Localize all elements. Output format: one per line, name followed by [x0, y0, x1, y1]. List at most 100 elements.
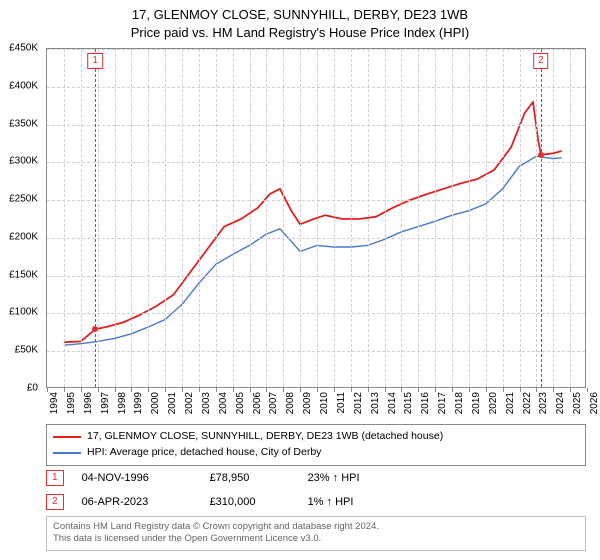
v-gridline [300, 49, 301, 387]
event-diff: 23% ↑ HPI [308, 472, 398, 484]
y-tick-label: £100K [9, 307, 38, 318]
x-tick [81, 388, 82, 392]
v-gridline [553, 49, 554, 387]
x-tick [469, 388, 470, 392]
x-tick-label: 2021 [505, 392, 516, 414]
plot-area: 12 [46, 48, 586, 388]
event-date: 04-NOV-1996 [82, 472, 192, 484]
v-gridline [131, 49, 132, 387]
chart-container: 17, GLENMOY CLOSE, SUNNYHILL, DERBY, DE2… [0, 0, 600, 560]
v-gridline [368, 49, 369, 387]
h-gridline [47, 238, 585, 239]
x-tick-label: 2005 [235, 392, 246, 414]
v-gridline [536, 49, 537, 387]
h-gridline [47, 87, 585, 88]
x-tick [368, 388, 369, 392]
x-tick-label: 2019 [471, 392, 482, 414]
v-gridline [452, 49, 453, 387]
x-tick [385, 388, 386, 392]
event-row: 1 04-NOV-1996 £78,950 23% ↑ HPI [46, 466, 586, 490]
x-tick [334, 388, 335, 392]
x-tick [182, 388, 183, 392]
x-tick-label: 2007 [268, 392, 279, 414]
event-badge: 1 [46, 470, 64, 486]
v-gridline [570, 49, 571, 387]
v-gridline [503, 49, 504, 387]
x-tick-label: 2001 [167, 392, 178, 414]
x-tick [503, 388, 504, 392]
x-tick-label: 2006 [252, 392, 263, 414]
x-tick [233, 388, 234, 392]
x-tick [351, 388, 352, 392]
footer-attribution: Contains HM Land Registry data © Crown c… [46, 516, 586, 551]
h-gridline [47, 351, 585, 352]
v-gridline [385, 49, 386, 387]
h-gridline [47, 276, 585, 277]
x-tick [47, 388, 48, 392]
v-gridline [182, 49, 183, 387]
v-gridline [334, 49, 335, 387]
event-row: 2 06-APR-2023 £310,000 1% ↑ HPI [46, 490, 586, 514]
x-tick-label: 2000 [150, 392, 161, 414]
x-tick-label: 2010 [319, 392, 330, 414]
x-tick-label: 2020 [488, 392, 499, 414]
legend-swatch-price [53, 436, 81, 438]
x-tick-label: 2012 [353, 392, 364, 414]
y-tick-label: £50K [15, 345, 38, 356]
x-tick [587, 388, 588, 392]
x-tick-label: 2022 [522, 392, 533, 414]
legend-swatch-hpi [53, 452, 81, 454]
x-tick-label: 2013 [370, 392, 381, 414]
event-marker [92, 326, 98, 332]
v-gridline [266, 49, 267, 387]
v-gridline [115, 49, 116, 387]
x-tick [250, 388, 251, 392]
x-tick [435, 388, 436, 392]
title-block: 17, GLENMOY CLOSE, SUNNYHILL, DERBY, DE2… [0, 0, 600, 42]
v-gridline [283, 49, 284, 387]
y-tick-label: £150K [9, 269, 38, 280]
y-tick-label: £300K [9, 156, 38, 167]
event-diff: 1% ↑ HPI [308, 496, 398, 508]
event-price: £78,950 [210, 472, 290, 484]
y-tick-label: £250K [9, 194, 38, 205]
x-tick [520, 388, 521, 392]
y-tick-label: £0 [27, 383, 38, 394]
legend-label-hpi: HPI: Average price, detached house, City… [87, 445, 321, 461]
v-gridline [165, 49, 166, 387]
series-line-hpi [64, 156, 562, 345]
x-tick-label: 1997 [100, 392, 111, 414]
series-line-price_paid [64, 102, 562, 342]
title-subtitle: Price paid vs. HM Land Registry's House … [0, 24, 600, 42]
v-gridline [148, 49, 149, 387]
x-tick [317, 388, 318, 392]
events-table: 1 04-NOV-1996 £78,950 23% ↑ HPI 2 06-APR… [46, 466, 586, 514]
event-date: 06-APR-2023 [82, 496, 192, 508]
x-tick-label: 2014 [387, 392, 398, 414]
y-tick-label: £450K [9, 43, 38, 54]
v-gridline [317, 49, 318, 387]
x-tick-label: 2003 [201, 392, 212, 414]
v-gridline [98, 49, 99, 387]
h-gridline [47, 49, 585, 50]
chart-area: 12 £0£50K£100K£150K£200K£250K£300K£350K£… [46, 48, 586, 388]
event-vline [95, 49, 96, 387]
x-tick-label: 2004 [218, 392, 229, 414]
x-tick-label: 2002 [184, 392, 195, 414]
x-tick-label: 2016 [420, 392, 431, 414]
legend-row: HPI: Average price, detached house, City… [53, 445, 579, 461]
event-badge-onchart: 1 [87, 53, 103, 69]
h-gridline [47, 162, 585, 163]
x-tick-label: 1998 [117, 392, 128, 414]
x-tick-label: 1996 [83, 392, 94, 414]
footer-line1: Contains HM Land Registry data © Crown c… [53, 521, 579, 533]
v-gridline [216, 49, 217, 387]
v-gridline [435, 49, 436, 387]
x-tick-label: 2026 [589, 392, 600, 414]
x-tick [486, 388, 487, 392]
v-gridline [401, 49, 402, 387]
event-price: £310,000 [210, 496, 290, 508]
x-tick [64, 388, 65, 392]
x-tick [199, 388, 200, 392]
event-badge-onchart: 2 [533, 53, 549, 69]
